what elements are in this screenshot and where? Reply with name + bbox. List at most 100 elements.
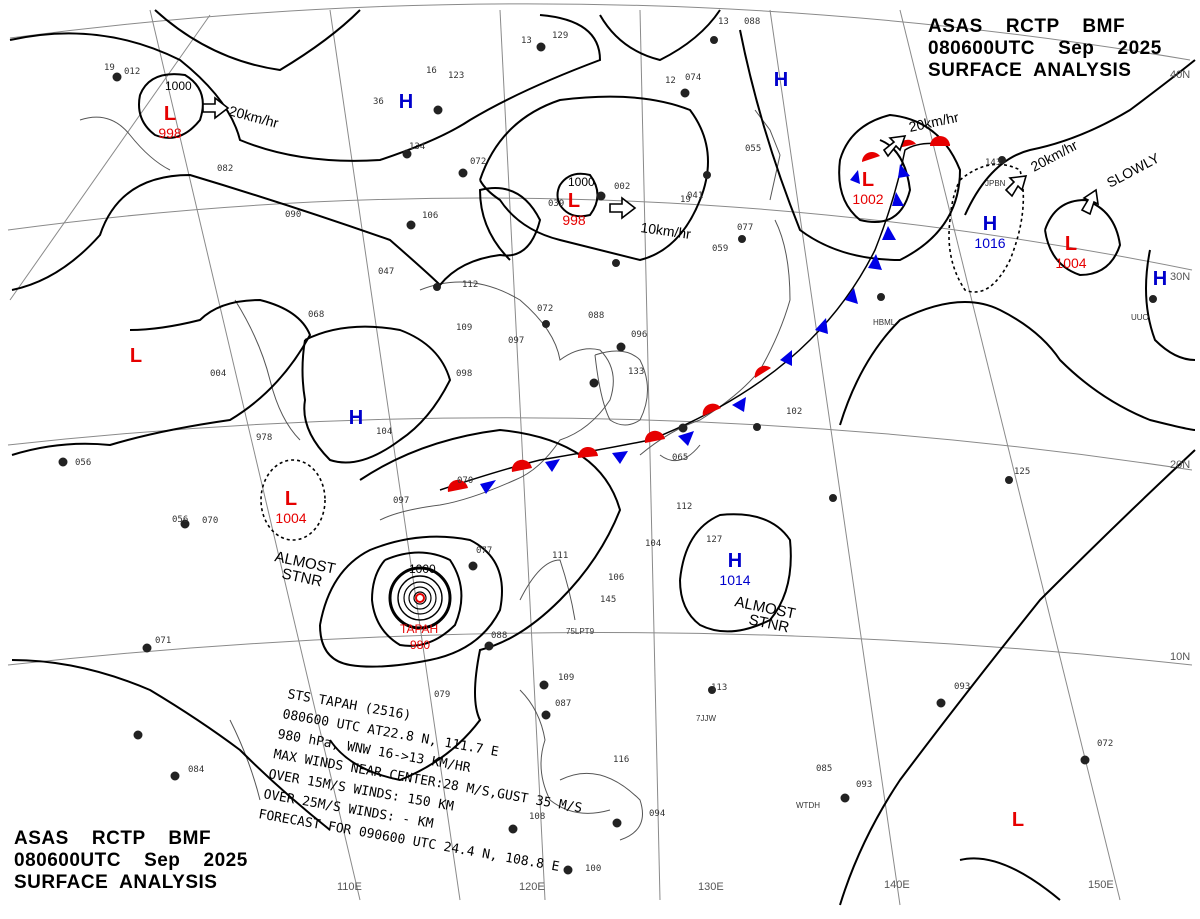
- grid-labels: 110E 120E 130E 140E 150E 40N 30N 20N 10N: [337, 69, 1190, 893]
- station-value: 097: [508, 336, 524, 346]
- station-value: 077: [476, 546, 492, 556]
- station-value: 093: [954, 682, 970, 692]
- high-center-symbol: H: [349, 407, 363, 429]
- station-value: 36: [373, 97, 384, 107]
- low-center-symbol: L: [568, 190, 580, 212]
- station-value: 106: [422, 211, 438, 221]
- station-value: 059: [712, 244, 728, 254]
- station-value: 113: [711, 683, 727, 693]
- station-value: 108: [529, 812, 545, 822]
- station-value: 072: [537, 304, 553, 314]
- center-pressure: 1004: [275, 510, 306, 526]
- station-value: 112: [676, 502, 692, 512]
- lat-label-30: 30N: [1170, 271, 1190, 283]
- low-center-symbol: L: [130, 345, 142, 367]
- header-line-3: SURFACE ANALYSIS: [14, 872, 218, 893]
- high-center-symbol: H: [774, 69, 788, 91]
- station-value: 055: [745, 144, 761, 154]
- isobar-label: 1000: [165, 79, 192, 93]
- high-center-symbol: H: [399, 91, 413, 113]
- station-value: 16: [426, 66, 437, 76]
- station-value: 19: [104, 63, 115, 73]
- station-numbers: 19 012 16 123 13 129 13 088 36 12 074 134 072 002 039 1…: [75, 17, 1113, 874]
- lat-label-20: 20N: [1170, 459, 1190, 471]
- station-tags: JPBN HBML UUO 75LPT9 7JJW WTDH: [566, 179, 1149, 810]
- station-value: 070: [202, 516, 218, 526]
- station-value: 070: [457, 476, 473, 486]
- station-value: 134: [409, 142, 425, 152]
- center-pressure: 998: [158, 125, 182, 141]
- station-value: 056: [172, 515, 188, 525]
- header-line-2: 080600UTC Sep 2025: [928, 38, 1162, 59]
- station-value: 012: [124, 67, 140, 77]
- high-center-symbol: H: [728, 550, 742, 572]
- station-tag: UUO: [1131, 313, 1149, 322]
- station-value: 088: [744, 17, 760, 27]
- station-value: 068: [308, 310, 324, 320]
- station-value: 082: [217, 164, 233, 174]
- station-value: 039: [548, 199, 564, 209]
- station-value: 19: [680, 195, 691, 205]
- lon-label-130: 130E: [698, 881, 724, 893]
- station-value: 100: [585, 864, 601, 874]
- typhoon-name: TAPAH: [400, 622, 438, 636]
- header-top-right: ASAS RCTP BMF 080600UTC Sep 2025 SURFACE…: [928, 16, 1162, 82]
- station-tag: HBML: [873, 318, 896, 327]
- station-value: 109: [558, 673, 574, 683]
- station-value: 074: [685, 73, 701, 83]
- low-center-symbol: L: [285, 488, 297, 510]
- station-value: 088: [491, 631, 507, 641]
- station-value: 093: [856, 780, 872, 790]
- station-tag: 75LPT9: [566, 627, 595, 636]
- station-value: 109: [456, 323, 472, 333]
- low-center-symbol: L: [862, 169, 874, 191]
- typhoon-isobar-label: 1000: [409, 562, 436, 576]
- station-value: 065: [672, 453, 688, 463]
- station-value: 085: [816, 764, 832, 774]
- station-value: 104: [376, 427, 392, 437]
- station-value: 106: [608, 573, 624, 583]
- station-value: 125: [1014, 467, 1030, 477]
- station-value: 077: [737, 223, 753, 233]
- station-value: 090: [285, 210, 301, 220]
- station-value: 102: [786, 407, 802, 417]
- typhoon-isobars: [388, 566, 452, 630]
- header-line-1: ASAS RCTP BMF: [14, 828, 212, 849]
- station-value: 096: [631, 330, 647, 340]
- center-pressure: 1004: [1055, 255, 1086, 271]
- low-center-symbol: L: [1065, 233, 1077, 255]
- station-value: 084: [188, 765, 204, 775]
- isobars: [9, 9, 1196, 906]
- station-value: 104: [645, 539, 661, 549]
- station-value: 087: [555, 699, 571, 709]
- station-value: 097: [393, 496, 409, 506]
- low-center-symbol: L: [1012, 809, 1024, 831]
- station-value: 056: [75, 458, 91, 468]
- station-value: 978: [256, 433, 272, 443]
- typhoon-pressure: 980: [410, 638, 430, 652]
- isobar-label: 1000: [568, 175, 595, 189]
- station-value: 123: [448, 71, 464, 81]
- lon-label-120: 120E: [519, 881, 545, 893]
- station-value: 094: [649, 809, 665, 819]
- station-tag: WTDH: [796, 801, 820, 810]
- station-value: 111: [552, 551, 568, 561]
- station-value: 072: [1097, 739, 1113, 749]
- center-pressure: 998: [562, 212, 586, 228]
- station-value: 13: [521, 36, 532, 46]
- station-value: 079: [434, 690, 450, 700]
- station-value: 143: [985, 158, 1001, 168]
- header-line-2: 080600UTC Sep 2025: [14, 850, 248, 871]
- station-value: 071: [155, 636, 171, 646]
- station-value: 112: [462, 280, 478, 290]
- header-bottom-left: ASAS RCTP BMF 080600UTC Sep 2025 SURFACE…: [14, 828, 248, 894]
- station-value: 047: [378, 267, 394, 277]
- station-tag: 7JJW: [696, 714, 716, 723]
- station-value: 145: [600, 595, 616, 605]
- low-center-symbol: L: [164, 103, 176, 125]
- station-value: 129: [552, 31, 568, 41]
- station-value: 088: [588, 311, 604, 321]
- lat-label-10: 10N: [1170, 651, 1190, 663]
